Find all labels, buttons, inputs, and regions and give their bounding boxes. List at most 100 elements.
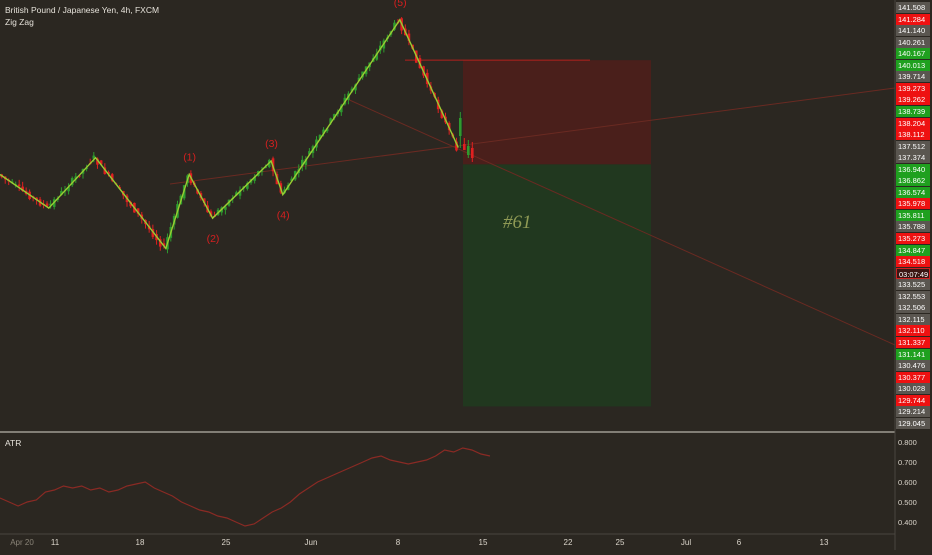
atr-axis-tick: 0.800 xyxy=(898,438,917,447)
price-axis-tag: 141.140 xyxy=(896,25,930,37)
candle-body xyxy=(35,197,38,200)
candle-body xyxy=(318,134,322,139)
price-axis-tag: 139.714 xyxy=(896,71,930,83)
price-axis-tag: 140.261 xyxy=(896,36,930,48)
price-axis-tag: 132.506 xyxy=(896,302,930,314)
candle-body xyxy=(99,160,103,165)
candle-body xyxy=(78,175,81,177)
candle-body xyxy=(21,186,24,191)
candle-body xyxy=(67,186,70,192)
price-axis-tag: 136.862 xyxy=(896,175,930,187)
time-axis-tick: 6 xyxy=(736,538,742,547)
price-axis-tag: 139.273 xyxy=(896,82,930,94)
price-axis-tag: 134.847 xyxy=(896,244,930,256)
wave-label: (3) xyxy=(265,138,278,150)
time-axis-tick: 11 xyxy=(50,538,60,547)
price-axis-tag: 129.045 xyxy=(896,417,930,429)
candle-body xyxy=(407,33,411,41)
atr-axis-tick: 0.700 xyxy=(898,458,917,467)
candle-body xyxy=(290,178,293,182)
price-axis-tag: 135.978 xyxy=(896,198,930,210)
candle-body xyxy=(304,159,308,165)
candle-body xyxy=(238,190,242,196)
take-profit-zone xyxy=(463,164,651,407)
time-axis-tick: Jun xyxy=(304,538,318,547)
candle-body xyxy=(459,118,462,136)
price-axis-tag: 137.374 xyxy=(896,152,930,164)
time-axis-tick: 25 xyxy=(615,538,625,547)
candle-body xyxy=(202,198,206,203)
position-label: #61 xyxy=(503,212,532,233)
candle-body xyxy=(70,178,74,186)
time-axis-tick: Apr 20 xyxy=(10,538,34,547)
price-axis-tag: 131.141 xyxy=(896,348,930,360)
time-axis-tick: 25 xyxy=(221,538,231,547)
price-axis-tag: 138.739 xyxy=(896,105,930,117)
lower-trendline xyxy=(344,97,896,346)
candle-body xyxy=(17,184,21,187)
price-axis-tag: 141.284 xyxy=(896,13,930,25)
price-axis-tag: 135.788 xyxy=(896,221,930,233)
candle-body xyxy=(162,243,166,246)
time-axis-tick: 15 xyxy=(478,538,488,547)
price-axis-tag: 135.273 xyxy=(896,233,930,244)
candle-body xyxy=(151,229,155,237)
candle-body xyxy=(92,155,96,159)
candle-body xyxy=(110,174,114,181)
atr-axis-tick: 0.500 xyxy=(898,498,917,507)
price-axis-tag: 139.262 xyxy=(896,94,930,106)
price-axis-tag: 134.518 xyxy=(896,256,930,268)
time-axis-tick: 8 xyxy=(395,538,401,547)
candle-body xyxy=(308,151,311,155)
price-axis-tag: 138.204 xyxy=(896,117,930,129)
candle-body xyxy=(329,118,332,124)
price-axis-tag: 132.110 xyxy=(896,325,930,337)
candle-body xyxy=(375,53,379,60)
price-axis-tag: 137.512 xyxy=(896,140,930,152)
price-axis-tag: 133.525 xyxy=(896,279,930,291)
price-axis-tag: 136.574 xyxy=(896,186,930,198)
atr-axis-tick: 0.600 xyxy=(898,478,917,487)
zigzag-indicator-label[interactable]: Zig Zag xyxy=(5,17,34,27)
candle-body xyxy=(60,190,63,196)
candle-body xyxy=(354,84,357,91)
price-axis-tag: 135.811 xyxy=(896,209,930,221)
atr-line xyxy=(0,447,491,527)
price-axis-tag: 130.377 xyxy=(896,371,930,383)
candle-body xyxy=(235,192,238,196)
price-axis-tag: 138.112 xyxy=(896,129,930,141)
price-axis-tag: 131.337 xyxy=(896,336,930,348)
stop-loss-zone xyxy=(463,60,651,165)
price-axis-tag: 140.013 xyxy=(896,59,930,71)
candle-body xyxy=(332,114,336,119)
price-axis-tag: 141.508 xyxy=(896,2,930,13)
candle-body xyxy=(325,128,329,132)
price-axis-tag: 130.028 xyxy=(896,383,930,395)
candle-body xyxy=(45,203,49,207)
candle-body xyxy=(357,77,361,82)
candle-body xyxy=(253,176,256,181)
candle-body xyxy=(455,141,458,151)
wave-label: (1) xyxy=(183,151,196,163)
time-axis-tick: 22 xyxy=(563,538,573,547)
candle-body xyxy=(340,105,343,113)
candle-body xyxy=(260,170,264,172)
price-axis-tag: 136.940 xyxy=(896,163,930,175)
atr-axis-tick: 0.400 xyxy=(898,518,917,527)
candle-body xyxy=(158,239,162,247)
zigzag-line xyxy=(0,18,459,250)
time-axis-tick: 18 xyxy=(135,538,145,547)
candle-body xyxy=(107,171,110,175)
price-axis-tag: 140.167 xyxy=(896,48,930,60)
wave-label: (2) xyxy=(207,233,220,245)
candle-body xyxy=(136,208,140,214)
candle-body xyxy=(463,144,466,150)
atr-indicator-label[interactable]: ATR xyxy=(5,438,22,448)
price-axis-tag: 132.115 xyxy=(896,313,930,325)
candle-body xyxy=(49,203,52,206)
candle-body xyxy=(467,146,470,155)
candle-body xyxy=(74,176,78,180)
price-axis-tag: 03:07:49 xyxy=(896,267,930,279)
